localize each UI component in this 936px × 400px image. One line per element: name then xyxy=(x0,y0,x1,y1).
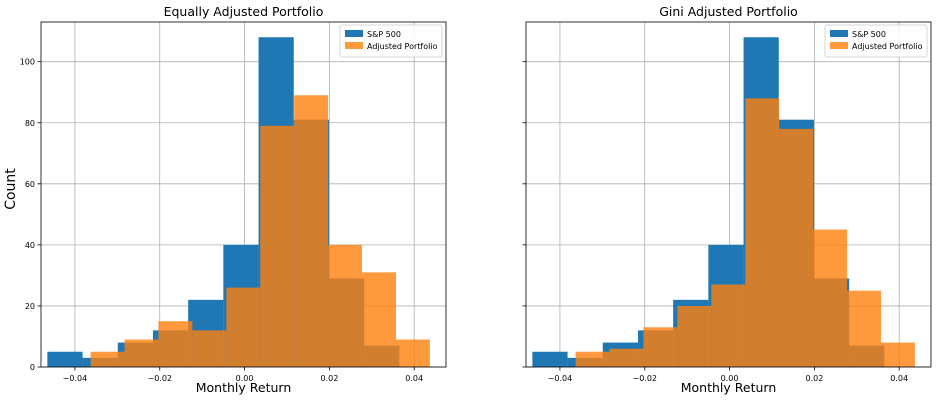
legend: S&P 500 Adjusted Portfolio xyxy=(824,24,928,58)
histogram-bar xyxy=(609,348,644,367)
histogram-bar xyxy=(260,125,295,367)
series-adjusted-portfolio xyxy=(90,95,430,367)
x-tick-label: 0.00 xyxy=(236,374,254,383)
x-tick-label: 0.02 xyxy=(320,374,338,383)
histogram-bar xyxy=(90,351,125,367)
histogram-bar xyxy=(294,95,329,367)
chart-panel-2: −0.04 −0.02 0.00 0.02 0.04 Gini Adjusted Port… xyxy=(522,4,932,395)
y-tick-label: 60 xyxy=(25,180,35,189)
histogram-bar xyxy=(880,342,915,367)
legend-swatch xyxy=(345,42,363,49)
histogram-bar xyxy=(745,98,780,368)
histogram-bar xyxy=(643,327,678,367)
figure-ylabel: Count xyxy=(3,168,19,210)
histogram-bar xyxy=(677,305,712,367)
y-tick-label: 100 xyxy=(20,58,35,67)
legend-label: Adjusted Portfolio xyxy=(367,42,438,51)
legend-label: Adjusted Portfolio xyxy=(852,42,923,51)
histogram-bar xyxy=(532,351,568,367)
histogram-bar xyxy=(813,229,848,367)
y-tick-label: 0 xyxy=(30,363,35,372)
x-axis-label: Monthly Return xyxy=(681,380,777,395)
x-tick-label: 0.04 xyxy=(405,374,423,383)
y-tick-label: 80 xyxy=(25,119,35,128)
histogram-bar xyxy=(847,290,881,367)
legend-box xyxy=(339,24,443,58)
axes-frame xyxy=(525,21,932,368)
y-tick-label: 20 xyxy=(25,302,35,311)
histogram-bar xyxy=(362,272,396,367)
histogram-bar xyxy=(711,284,746,367)
y-tick-label: 40 xyxy=(25,241,35,250)
chart-title: Equally Adjusted Portfolio xyxy=(164,4,324,19)
histogram-bar xyxy=(328,244,363,367)
histogram-bar xyxy=(395,339,430,367)
x-tick-label: −0.04 xyxy=(63,374,88,383)
x-tick-label: 0.00 xyxy=(721,374,739,383)
chart-panel-1: −0.04 −0.02 0.00 0.02 0.04 0 20 40 60 80 100 Equall… xyxy=(20,4,447,395)
x-axis-label: Monthly Return xyxy=(196,380,292,395)
x-tick-label: 0.02 xyxy=(805,374,823,383)
legend-swatch xyxy=(830,30,848,37)
legend-swatch xyxy=(345,30,363,37)
histogram-bar xyxy=(575,351,610,367)
histogram-bar xyxy=(124,339,159,367)
legend-box xyxy=(824,24,928,58)
histogram-bar xyxy=(779,128,814,367)
histogram-bar xyxy=(192,330,227,367)
legend: S&P 500 Adjusted Portfolio xyxy=(339,24,443,58)
x-tick-label: −0.04 xyxy=(548,374,573,383)
legend-label: S&P 500 xyxy=(852,30,886,39)
x-tick-label: 0.04 xyxy=(890,374,908,383)
chart-title: Gini Adjusted Portfolio xyxy=(659,4,798,19)
legend-swatch xyxy=(830,42,848,49)
histogram-bar xyxy=(158,321,193,367)
histogram-bar xyxy=(226,287,261,367)
axes-frame xyxy=(40,21,447,368)
legend-label: S&P 500 xyxy=(367,30,401,39)
x-tick-label: −0.02 xyxy=(147,374,172,383)
histogram-bar xyxy=(47,351,83,367)
x-tick-label: −0.02 xyxy=(632,374,657,383)
series-adjusted-portfolio xyxy=(575,98,915,368)
